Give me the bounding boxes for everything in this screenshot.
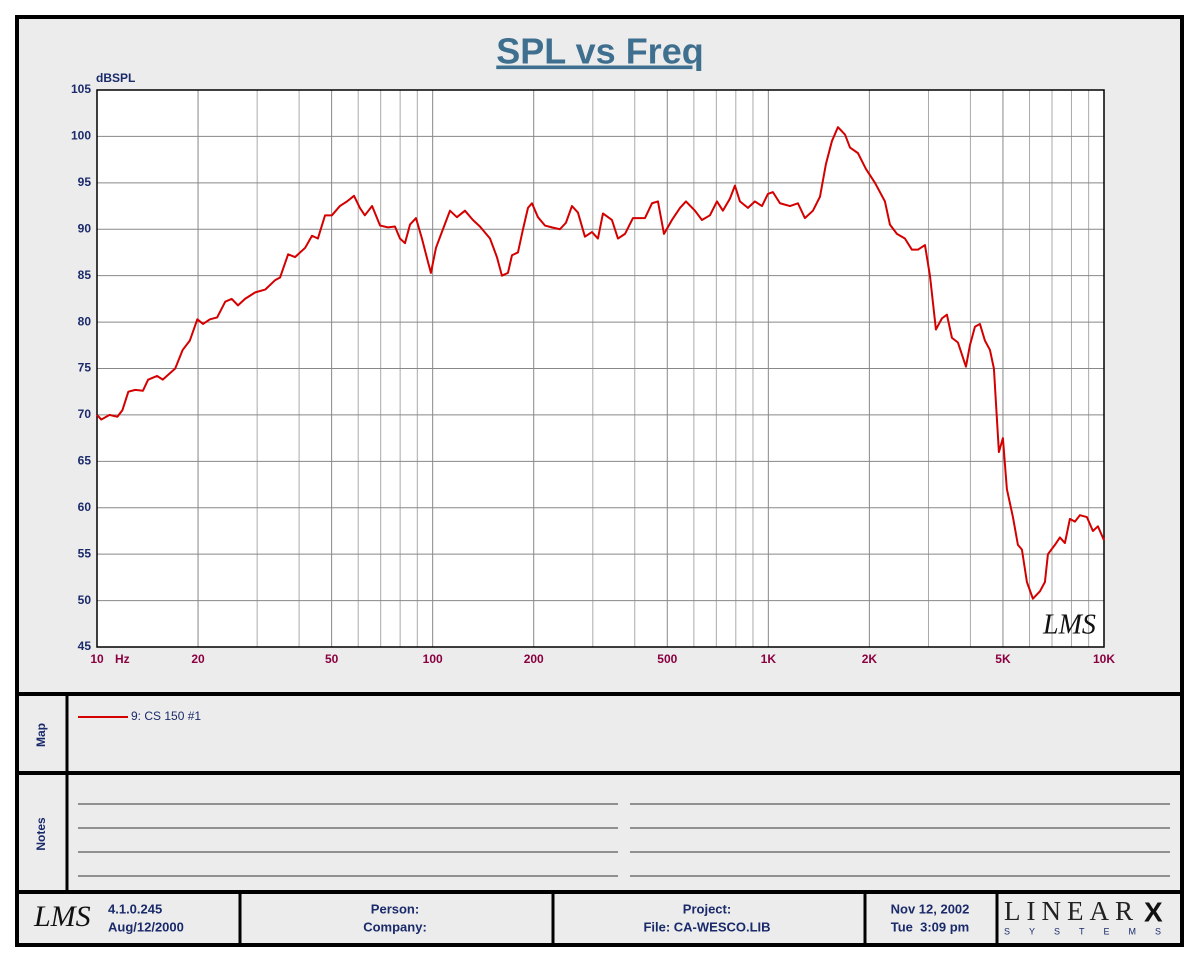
y-tick-label: 50 [78, 593, 92, 607]
watermark: LMS [1042, 609, 1096, 640]
brand-x: X [1144, 896, 1163, 927]
y-tick-label: 90 [78, 221, 92, 235]
date: Nov 12, 2002 [891, 901, 970, 916]
project: Project: [683, 901, 731, 916]
x-tick-label: 500 [657, 652, 677, 666]
y-axis-label: dBSPL [96, 71, 135, 85]
x-tick-label: 200 [524, 652, 544, 666]
note-lines [78, 803, 1170, 877]
x-tick-label: 10K [1093, 652, 1115, 666]
x-tick-label: 1K [761, 652, 777, 666]
legend-label: 9: CS 150 #1 [131, 709, 201, 723]
y-tick-label: 45 [78, 639, 92, 653]
logo: LMS [33, 900, 91, 933]
y-tick-label: 65 [78, 454, 92, 468]
section-label: Notes [34, 817, 48, 851]
file: File: CA-WESCO.LIB [643, 919, 770, 934]
footer-dividers [238, 894, 999, 943]
plot-border [96, 89, 1105, 648]
y-tick-label: 75 [78, 361, 92, 375]
x-tick-label: 2K [862, 652, 878, 666]
x-tick-label: 5K [995, 652, 1011, 666]
brand-sub: SYSTEMS [1004, 926, 1180, 936]
build-date: Aug/12/2000 [108, 919, 184, 934]
y-tick-label: 60 [78, 500, 92, 514]
y-tick-label: 80 [78, 314, 92, 328]
section-label: Map [34, 723, 48, 747]
chart-title: SPL vs Freq [496, 31, 703, 72]
y-tick-label: 70 [78, 407, 92, 421]
chart: SPL vs Freq 45 50 55 60 65 70 75 80 85 90 95 100 105 1… [71, 31, 1115, 724]
x-tick-label: 100 [423, 652, 443, 666]
x-tick-label: 50 [325, 652, 339, 666]
y-tick-label: 55 [78, 546, 92, 560]
x-tick-label: 20 [191, 652, 205, 666]
x-unit: Hz [115, 652, 130, 666]
version: 4.1.0.245 [108, 901, 162, 916]
y-tick-label: 85 [78, 268, 92, 282]
brand: LINEAR [1004, 896, 1139, 926]
person: Person: [371, 901, 419, 916]
time: Tue 3:09 pm [891, 919, 970, 934]
y-tick-label: 105 [71, 82, 91, 96]
x-tick-label: 10 [90, 652, 104, 666]
series-line [96, 126, 1105, 600]
y-tick-label: 95 [78, 175, 92, 189]
y-tick-label: 100 [71, 129, 91, 143]
company: Company: [363, 919, 427, 934]
